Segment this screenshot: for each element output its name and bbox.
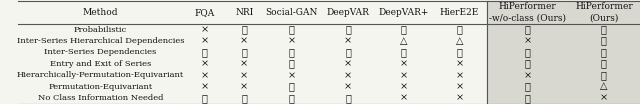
Text: ✓: ✓ [456,25,462,34]
Text: HierE2E: HierE2E [440,8,479,17]
Text: ×: × [399,94,408,103]
Text: ✓: ✓ [202,48,207,57]
Text: ✓: ✓ [601,25,607,34]
Text: ×: × [455,94,463,103]
Text: ×: × [399,82,408,91]
Text: ×: × [287,71,296,80]
Text: ×: × [200,25,209,34]
Text: ✓: ✓ [601,71,607,80]
Text: ✓: ✓ [601,59,607,68]
Text: ✓: ✓ [202,94,207,103]
Text: Inter-Series Dependencies: Inter-Series Dependencies [44,48,157,56]
Text: ✓: ✓ [525,82,531,91]
Text: Inter-Series Hierarchical Dependencies: Inter-Series Hierarchical Dependencies [17,37,184,45]
Text: ✓: ✓ [401,25,406,34]
Text: ×: × [287,37,296,46]
Text: ✓: ✓ [241,48,247,57]
Text: Hierarchically-Permutation-Equivariant: Hierarchically-Permutation-Equivariant [17,71,184,79]
Text: △: △ [400,37,408,46]
Text: ×: × [455,59,463,68]
Text: HiPerformer
(Ours): HiPerformer (Ours) [575,2,633,23]
Text: ✓: ✓ [456,48,462,57]
Text: ×: × [524,37,532,46]
Text: ×: × [240,71,248,80]
Text: ✓: ✓ [289,25,294,34]
Text: ✓: ✓ [601,48,607,57]
Text: Probabilistic: Probabilistic [74,26,127,34]
Text: △: △ [456,37,463,46]
Text: Permutation-Equivariant: Permutation-Equivariant [49,83,153,91]
Text: ✓: ✓ [289,82,294,91]
Text: No Class Information Needed: No Class Information Needed [38,94,163,102]
Text: ×: × [200,71,209,80]
Text: ×: × [600,94,608,103]
Text: NRI: NRI [235,8,253,17]
Text: FQA: FQA [195,8,214,17]
Text: ✓: ✓ [289,94,294,103]
Text: ×: × [240,37,248,46]
Text: ×: × [455,71,463,80]
Text: ✓: ✓ [345,94,351,103]
Text: DeepVAR+: DeepVAR+ [378,8,429,17]
Text: ✓: ✓ [289,48,294,57]
Text: ×: × [455,82,463,91]
Text: ✓: ✓ [345,25,351,34]
Text: ✓: ✓ [289,59,294,68]
Text: ×: × [524,71,532,80]
Text: ×: × [344,71,352,80]
Text: ×: × [344,59,352,68]
Text: ×: × [399,59,408,68]
Text: ✓: ✓ [241,25,247,34]
Text: ✓: ✓ [401,48,406,57]
Bar [487,1,568,104]
Text: △: △ [600,82,607,91]
Text: ×: × [240,82,248,91]
Text: ×: × [344,37,352,46]
Text: DeepVAR: DeepVAR [327,8,370,17]
Text: ✓: ✓ [601,37,607,46]
Text: Method: Method [83,8,118,17]
Text: ×: × [200,82,209,91]
Text: ×: × [399,71,408,80]
Text: ✓: ✓ [241,94,247,103]
Text: ✓: ✓ [525,48,531,57]
Text: ×: × [200,59,209,68]
Text: ✓: ✓ [525,25,531,34]
Text: ✓: ✓ [525,59,531,68]
Text: ×: × [200,37,209,46]
Text: ✓: ✓ [345,48,351,57]
Text: ×: × [240,59,248,68]
Text: ✓: ✓ [525,94,531,103]
Bar [568,1,639,104]
Text: HiPerformer
-w/o-class (Ours): HiPerformer -w/o-class (Ours) [489,2,566,23]
Text: ×: × [344,82,352,91]
Text: Entry and Exit of Series: Entry and Exit of Series [50,60,151,68]
Text: Social-GAN: Social-GAN [266,8,318,17]
